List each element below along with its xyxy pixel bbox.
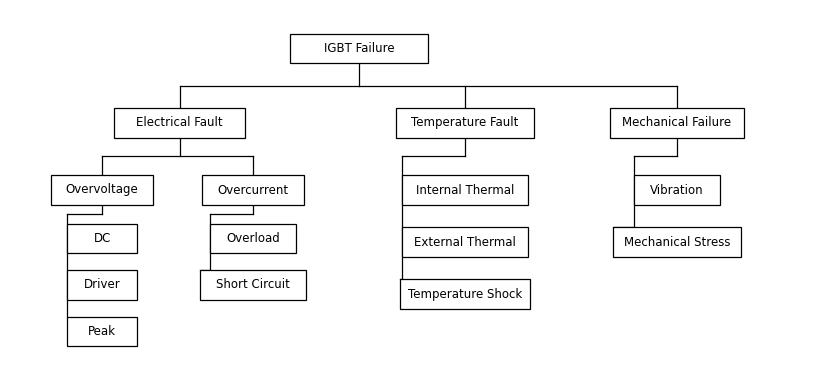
Text: Temperature Fault: Temperature Fault <box>411 116 518 130</box>
FancyBboxPatch shape <box>200 270 306 300</box>
FancyBboxPatch shape <box>402 227 528 257</box>
FancyBboxPatch shape <box>634 175 720 205</box>
Text: Short Circuit: Short Circuit <box>216 279 290 291</box>
FancyBboxPatch shape <box>67 270 136 300</box>
Text: Overload: Overload <box>226 232 280 245</box>
FancyBboxPatch shape <box>399 279 530 309</box>
Text: Mechanical Stress: Mechanical Stress <box>624 236 730 249</box>
FancyBboxPatch shape <box>67 223 136 253</box>
FancyBboxPatch shape <box>114 108 245 138</box>
FancyBboxPatch shape <box>396 108 534 138</box>
FancyBboxPatch shape <box>402 175 528 205</box>
Text: Overvoltage: Overvoltage <box>66 184 138 196</box>
FancyBboxPatch shape <box>67 317 136 347</box>
Text: DC: DC <box>93 232 111 245</box>
FancyBboxPatch shape <box>290 33 428 63</box>
FancyBboxPatch shape <box>612 227 741 257</box>
FancyBboxPatch shape <box>210 223 295 253</box>
FancyBboxPatch shape <box>610 108 744 138</box>
Text: Overcurrent: Overcurrent <box>217 184 289 196</box>
Text: Mechanical Failure: Mechanical Failure <box>622 116 731 130</box>
FancyBboxPatch shape <box>202 175 304 205</box>
Text: External Thermal: External Thermal <box>414 236 516 249</box>
Text: Internal Thermal: Internal Thermal <box>416 184 514 196</box>
Text: Peak: Peak <box>88 325 116 338</box>
Text: Electrical Fault: Electrical Fault <box>136 116 223 130</box>
Text: Driver: Driver <box>84 279 121 291</box>
Text: Vibration: Vibration <box>650 184 704 196</box>
Text: IGBT Failure: IGBT Failure <box>324 42 394 55</box>
FancyBboxPatch shape <box>51 175 153 205</box>
Text: Temperature Shock: Temperature Shock <box>408 288 522 301</box>
